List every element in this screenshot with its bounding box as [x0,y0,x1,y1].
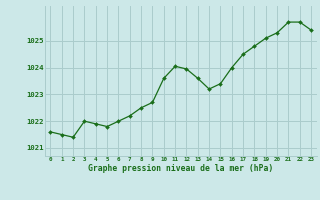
X-axis label: Graphe pression niveau de la mer (hPa): Graphe pression niveau de la mer (hPa) [88,164,273,173]
